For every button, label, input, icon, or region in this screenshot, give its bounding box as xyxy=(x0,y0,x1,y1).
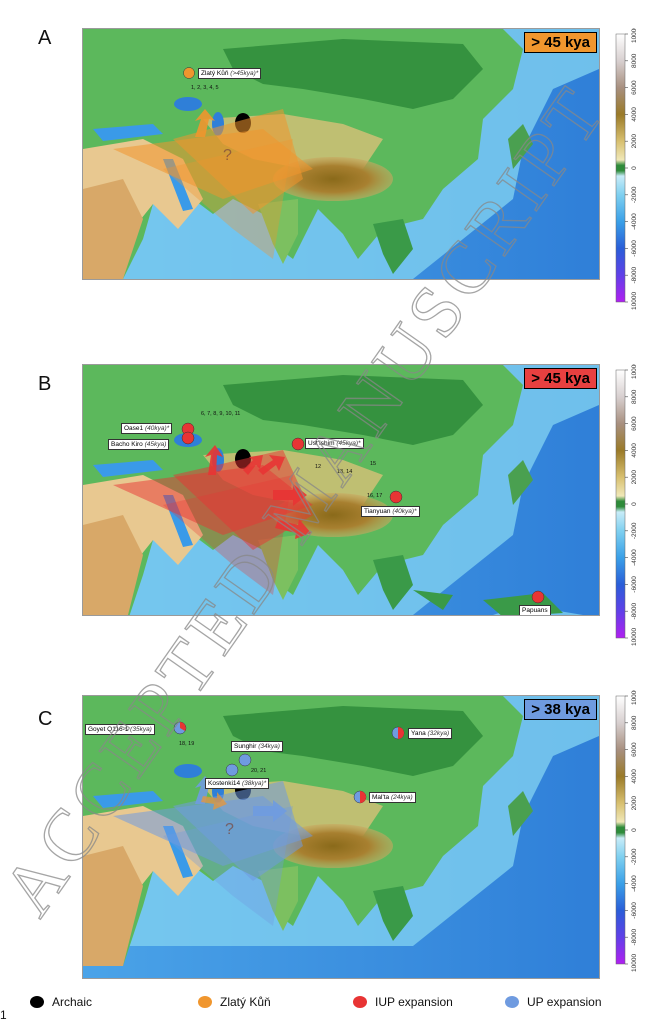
map-base-b xyxy=(83,365,599,615)
scale-tick-label: 2000 xyxy=(631,470,638,485)
site-label-papuans: Papuans xyxy=(519,605,551,615)
tianyuan-pie-icon xyxy=(389,490,403,504)
site-numbers: 18, 19 xyxy=(179,741,195,747)
elevation-scale-c: 10000 8000 6000 4000 2000 0 -2000 -4000 -6000 -80… xyxy=(612,687,658,974)
scale-tick-label: 6000 xyxy=(631,80,638,95)
scale-tick-label: -2000 xyxy=(631,522,638,539)
bacho-kiro-pie-icon xyxy=(181,431,195,445)
scale-tick-label: -10000 xyxy=(631,954,638,972)
scale-tick-label: 4000 xyxy=(631,443,638,458)
scale-tick-label: 8000 xyxy=(631,389,638,404)
elevation-color-bar xyxy=(615,369,626,639)
scale-tick-label: 0 xyxy=(631,502,638,506)
site-label-bacho-kiro: Bacho Kiro (45kya) xyxy=(108,439,170,450)
malta-pie-icon xyxy=(353,790,367,804)
site-numbers: 6, 7, 8, 9, 10, 11 xyxy=(201,411,241,417)
map-panel-c: ? Goyet Q116-1 (35kya) Sunghir (34kya) K… xyxy=(82,695,600,979)
papuans-pie-icon xyxy=(531,590,545,604)
legend-swatch xyxy=(198,996,212,1008)
site-label-oase: Oase1 (40kya)* xyxy=(121,423,173,434)
scale-tick-label: 8000 xyxy=(631,53,638,68)
site-label-sunghir: Sunghir (34kya) xyxy=(231,741,283,752)
scale-tick-label: -8000 xyxy=(631,603,638,620)
uncertain-route-mark: ? xyxy=(223,147,232,164)
elevation-scale-a: 10000 8000 6000 4000 2000 0 -2000 -4000 -6000 -80… xyxy=(612,25,658,312)
scale-tick-label: 6000 xyxy=(631,742,638,757)
age-badge-c: > 38 kya xyxy=(524,699,597,720)
map-panel-a: ? Zlatý Kůň (>45kya)* 1, 2, 3, 4, 5 > 45… xyxy=(82,28,600,280)
elevation-color-bar xyxy=(615,33,626,303)
site-label-ust-ishim: Ust'Ishim (45kya)* xyxy=(305,438,364,449)
site-numbers: 15 xyxy=(370,461,377,467)
scale-tick-label: -4000 xyxy=(631,213,638,230)
site-numbers: 20, 21 xyxy=(251,768,267,774)
scale-tick-label: 4000 xyxy=(631,107,638,122)
scale-tick-label: -6000 xyxy=(631,902,638,919)
ust-ishim-pie-icon xyxy=(291,437,305,451)
panel-letter-c: C xyxy=(38,708,53,730)
scale-tick-label: -2000 xyxy=(631,848,638,865)
scale-tick-label: 10000 xyxy=(631,364,638,379)
sunghir-pie-icon xyxy=(238,753,252,767)
panel-letter-b: B xyxy=(38,373,52,395)
panel-letter-a: A xyxy=(38,27,52,49)
site-numbers: 16, 17 xyxy=(367,493,383,499)
legend: Archaic Zlatý Kůň IUP expansion UP expan… xyxy=(30,995,650,1017)
scale-tick-label: -6000 xyxy=(631,240,638,257)
legend-item-iup: IUP expansion xyxy=(353,995,453,1009)
goyet-pie-icon xyxy=(173,721,187,735)
scale-tick-label: 0 xyxy=(631,166,638,170)
site-label-kostenki: Kostenki14 (38kya)* xyxy=(205,778,270,789)
scale-tick-label: 0 xyxy=(631,828,638,832)
site-numbers: 13, 14 xyxy=(337,469,353,475)
site-label-yana: Yana (32kya) xyxy=(408,728,453,739)
site-numbers: 12 xyxy=(315,464,322,470)
scale-tick-label: 2000 xyxy=(631,796,638,811)
legend-swatch xyxy=(30,996,44,1008)
legend-item-up: UP expansion xyxy=(505,995,602,1009)
site-label-zlaty-kun: Zlatý Kůň (>45kya)* xyxy=(198,68,262,79)
scale-tick-label: -4000 xyxy=(631,875,638,892)
legend-item-archaic: Archaic xyxy=(30,995,92,1009)
scale-tick-label: 10000 xyxy=(631,28,638,43)
map-base-c xyxy=(83,696,599,978)
scale-tick-label: 10000 xyxy=(631,690,638,705)
site-label-malta: Mal'ta (24kya) xyxy=(369,792,416,803)
scale-tick-label: -6000 xyxy=(631,576,638,593)
scale-tick-label: 4000 xyxy=(631,769,638,784)
elevation-scale-b: 10000 8000 6000 4000 2000 0 -2000 -4000 -6000 -80… xyxy=(612,361,658,648)
age-badge-b: > 45 kya xyxy=(524,368,597,389)
page-number: 1 xyxy=(0,1008,7,1022)
elevation-color-bar xyxy=(615,695,626,965)
scale-tick-label: -4000 xyxy=(631,549,638,566)
scale-tick-label: 6000 xyxy=(631,416,638,431)
site-label-goyet: Goyet Q116-1 (35kya) xyxy=(85,724,155,735)
map-panel-b: Oase1 (40kya)* Bacho Kiro (45kya) Ust'Is… xyxy=(82,364,600,616)
yana-pie-icon xyxy=(391,726,405,740)
scale-tick-label: -10000 xyxy=(631,628,638,646)
map-base-a xyxy=(83,29,599,279)
site-label-tianyuan: Tianyuan (40kya)* xyxy=(361,506,420,517)
scale-tick-label: -8000 xyxy=(631,929,638,946)
legend-item-zlaty-kun: Zlatý Kůň xyxy=(198,995,271,1009)
scale-tick-label: 8000 xyxy=(631,715,638,730)
legend-swatch xyxy=(505,996,519,1008)
scale-tick-label: 2000 xyxy=(631,134,638,149)
zlaty-kun-pie-icon xyxy=(183,67,195,79)
scale-tick-label: -10000 xyxy=(631,292,638,310)
scale-tick-label: -2000 xyxy=(631,186,638,203)
scale-tick-label: -8000 xyxy=(631,267,638,284)
kostenki-pie-icon xyxy=(225,763,239,777)
legend-swatch xyxy=(353,996,367,1008)
age-badge-a: > 45 kya xyxy=(524,32,597,53)
uncertain-route-mark: ? xyxy=(225,821,234,838)
site-numbers: 1, 2, 3, 4, 5 xyxy=(191,85,219,91)
